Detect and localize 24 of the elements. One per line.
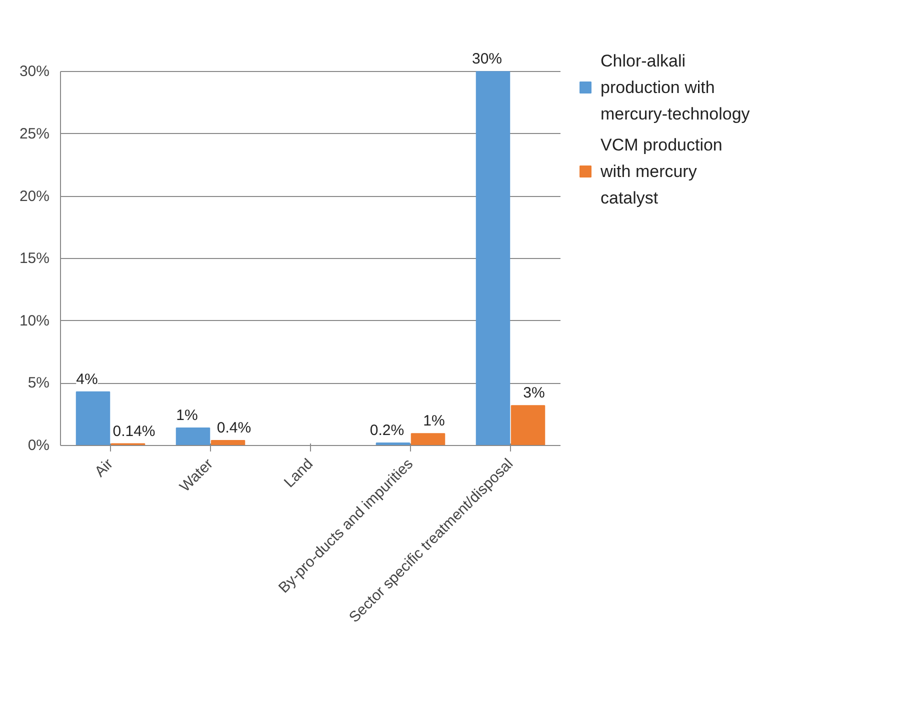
bar [410, 433, 446, 446]
data-label: 1% [176, 407, 198, 424]
bar [76, 391, 110, 446]
bar [510, 405, 546, 446]
y-tick-label: 25% [19, 125, 50, 142]
data-label: 3% [523, 384, 545, 402]
y-tick-label: 10% [19, 312, 50, 330]
y-tick-label: 30% [19, 63, 50, 80]
legend-label: VCM production with mercury catalyst [600, 135, 722, 208]
y-tick-label: 5% [28, 374, 50, 392]
y-tick-label: 20% [19, 188, 50, 205]
data-label: 0.14% [112, 422, 156, 440]
data-label: 0.2% [370, 422, 404, 440]
bar [476, 71, 510, 446]
data-label: 4% [76, 370, 98, 388]
bar [210, 440, 246, 446]
x-tick-label: Air [92, 455, 117, 480]
y-tick-label: 0% [28, 437, 50, 454]
legend-label: Chlor-alkali production with mercury-technology [600, 51, 750, 124]
data-label: 0.4% [216, 420, 252, 437]
bar [176, 428, 210, 446]
y-tick-label: 15% [19, 250, 50, 268]
data-label: 1% [423, 412, 445, 430]
data-label: 30% [472, 50, 502, 68]
